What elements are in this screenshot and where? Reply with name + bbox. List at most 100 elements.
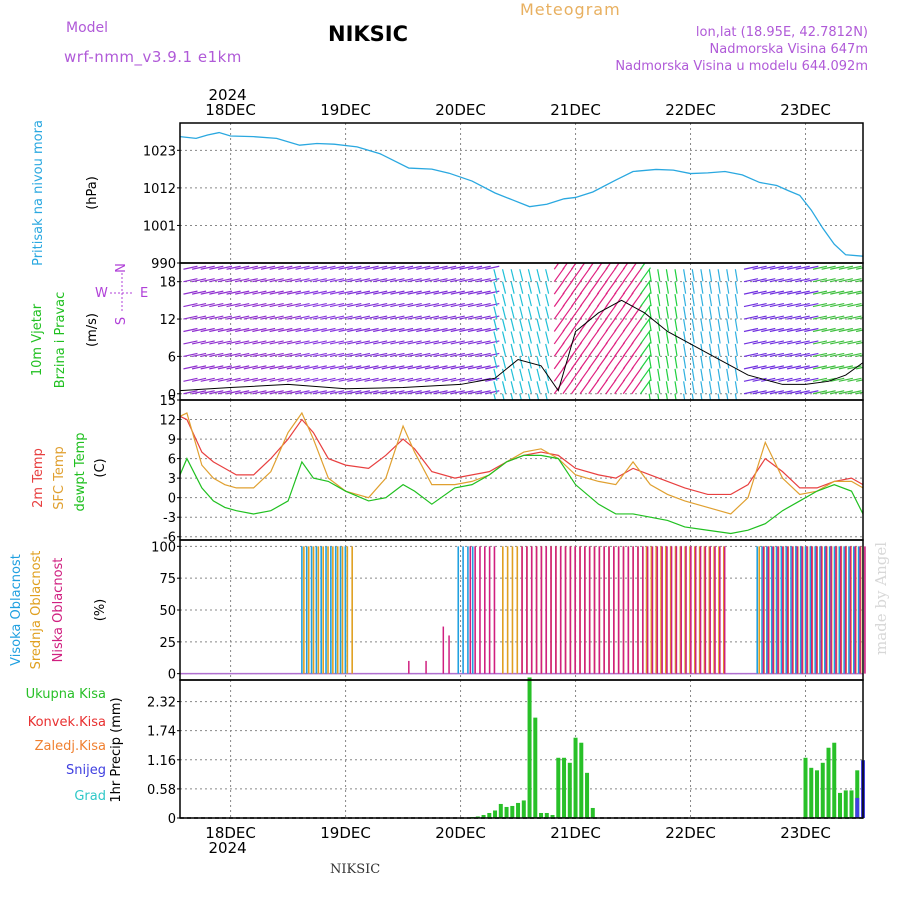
wind-barb [769,315,784,320]
wind-barb [726,281,730,294]
wind-barb [519,381,524,394]
wind-barb [631,279,643,295]
wind-barb [786,315,802,320]
wind-barb [562,379,574,395]
wind-barb [398,290,414,295]
precip-bar [533,717,538,818]
wind-barb [329,327,345,333]
wind-barb [183,340,198,345]
wind-barb [191,327,207,333]
precip-bar [855,770,860,818]
wind-barb [545,318,550,332]
wind-barb [424,390,440,395]
wind-barb [260,265,276,270]
wind-barb [209,290,224,295]
wind-barb [622,263,629,270]
wind-barb [321,265,336,270]
wind-barb [191,390,207,395]
wind-barb [304,390,319,395]
wind-barb [769,278,784,283]
wind-barb [665,368,669,381]
date-label-bottom: 23DEC [780,824,831,842]
precip-bar [487,812,492,818]
wind-barb [510,293,515,307]
wind-barb [761,265,776,270]
wind-barb [821,390,836,395]
wind-barb [390,377,405,382]
wind-barb [364,365,379,370]
wind-barb [631,304,643,320]
wind-barb [416,365,431,370]
y-tick-label: 0 [168,812,176,827]
wind-title-2: Brzina i Pravac [53,292,68,389]
wind-barb [373,340,388,345]
wind-barb [743,290,759,295]
precip-bar [843,790,848,818]
wind-barb [743,315,759,320]
wind-barb [726,331,730,344]
wind-barb [338,390,353,395]
wind-barb [778,365,793,370]
wind-barb [812,377,828,382]
wind-barb [778,265,793,270]
wind-barb [269,278,284,283]
wind-barb [433,315,448,320]
wind-barb [769,377,784,382]
y-tick-label: 0 [168,492,176,507]
wind-barb [804,265,819,270]
wind-barb [778,290,793,295]
wind-barb [329,265,345,270]
wind-barb [614,317,626,332]
wind-barb [347,315,362,320]
wind-barb [407,278,422,283]
wind-barb [407,340,422,345]
wind-barb [795,265,810,270]
wind-barb [416,390,431,395]
date-label-bottom: 21DEC [550,824,601,842]
wind-barb [812,278,828,283]
wind-barb [252,290,267,295]
wind-barb [243,265,258,270]
wind-barb [312,315,327,320]
wind-barb [588,304,600,320]
wind-barb [235,290,250,295]
wind-barb [510,331,515,344]
wind-barb [665,306,669,319]
wind-barb [200,290,215,295]
date-label-bottom: 20DEC [435,824,486,842]
wind-barb [510,343,515,357]
wind-barb [545,381,550,394]
wind-barb [338,365,353,370]
wind-barb [579,267,591,283]
wind-barb [510,381,515,394]
wind-barb [700,331,704,344]
wind-barb [398,315,414,320]
y-tick-label: 18 [159,276,176,291]
wind-barb [510,281,515,294]
wind-barb [398,327,414,333]
wind-barb [795,352,810,357]
wind-barb [347,327,362,333]
wind-barb [442,290,457,295]
wind-barb [579,342,591,357]
wind-barb [717,381,721,394]
wind-barb [433,377,448,382]
wind-barb [752,390,767,395]
wind-barb [243,315,258,320]
wind-barb [847,365,862,370]
wind-barb [510,269,515,282]
compass-e-label: E [140,286,148,301]
wind-barb [778,377,793,382]
wind-barb [605,329,617,345]
wind-barb [321,315,336,320]
wind-barb [786,390,802,395]
wind-barb [553,366,565,382]
wind-barb [398,352,414,357]
wind-barb [191,377,207,382]
wind-barb [286,315,302,320]
wind-barb [562,366,574,382]
wind-barb [476,352,491,357]
wind-barb [588,342,600,357]
wind-barb [338,315,353,320]
